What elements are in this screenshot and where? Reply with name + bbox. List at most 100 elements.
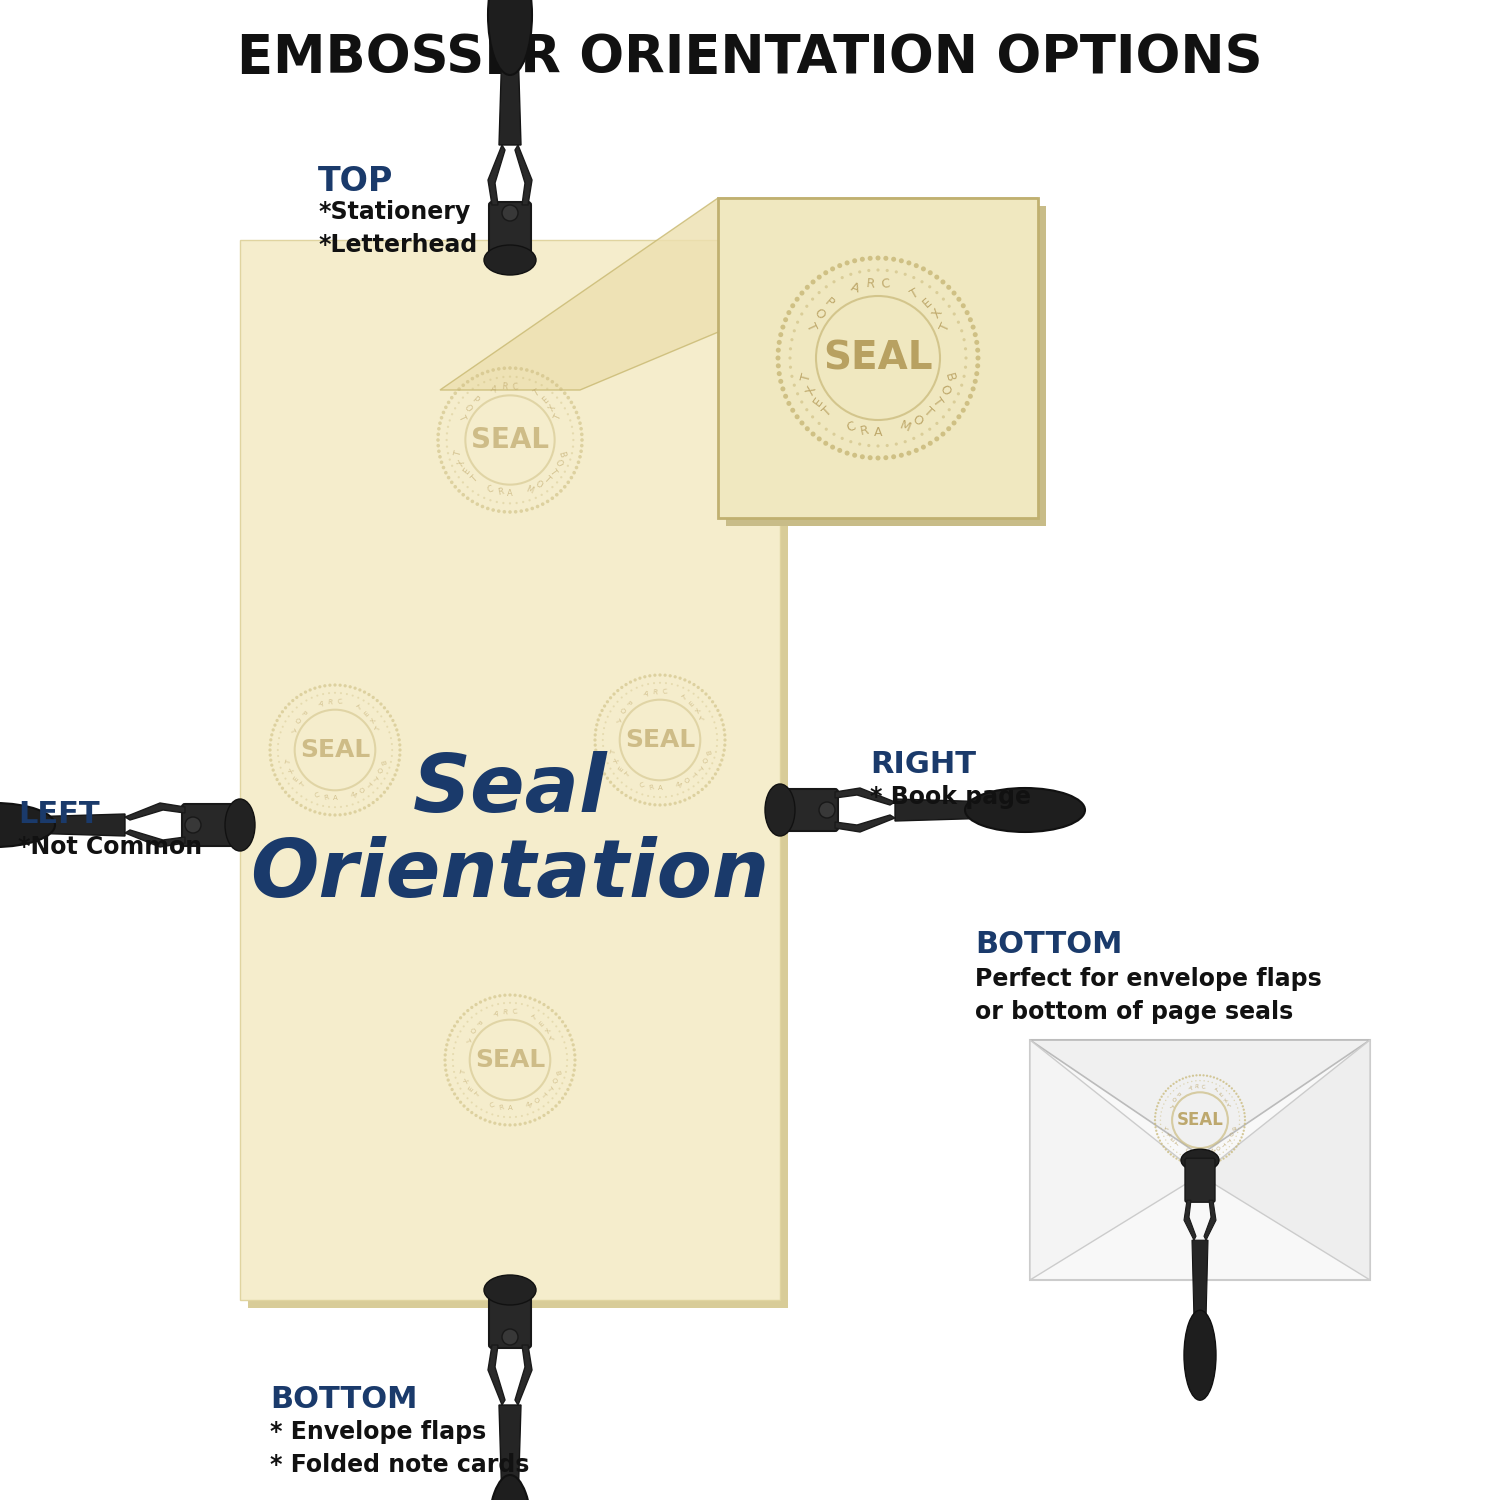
- Circle shape: [688, 796, 692, 800]
- Text: M: M: [524, 1101, 531, 1108]
- Circle shape: [318, 812, 321, 814]
- Circle shape: [1222, 1080, 1224, 1083]
- Circle shape: [550, 496, 554, 500]
- Circle shape: [504, 1124, 507, 1126]
- Circle shape: [560, 387, 562, 392]
- Circle shape: [1228, 1084, 1230, 1088]
- Circle shape: [566, 1065, 568, 1066]
- Circle shape: [447, 1078, 450, 1082]
- Circle shape: [470, 1007, 474, 1010]
- Circle shape: [1173, 1083, 1174, 1084]
- Text: T: T: [460, 1070, 466, 1076]
- Circle shape: [594, 744, 597, 747]
- Text: A: A: [316, 700, 324, 708]
- Circle shape: [824, 441, 828, 446]
- Circle shape: [718, 714, 722, 717]
- Circle shape: [538, 1116, 542, 1119]
- Circle shape: [458, 476, 460, 478]
- Circle shape: [560, 489, 562, 492]
- Circle shape: [693, 794, 696, 796]
- Circle shape: [687, 690, 690, 692]
- Ellipse shape: [0, 802, 56, 847]
- Circle shape: [1238, 1095, 1239, 1098]
- Circle shape: [852, 453, 856, 458]
- Circle shape: [357, 801, 360, 804]
- Ellipse shape: [484, 1275, 536, 1305]
- Circle shape: [1244, 1126, 1245, 1128]
- Circle shape: [795, 297, 800, 302]
- Circle shape: [927, 270, 933, 274]
- Text: LEFT: LEFT: [18, 800, 99, 830]
- Ellipse shape: [488, 1474, 532, 1500]
- Circle shape: [596, 723, 598, 726]
- Circle shape: [486, 507, 489, 510]
- Circle shape: [453, 484, 458, 489]
- Circle shape: [975, 356, 981, 360]
- Circle shape: [1228, 1154, 1230, 1155]
- Circle shape: [514, 510, 517, 513]
- Circle shape: [273, 723, 276, 728]
- Circle shape: [474, 1004, 477, 1007]
- Circle shape: [376, 788, 378, 789]
- Circle shape: [458, 489, 460, 492]
- Circle shape: [306, 798, 308, 801]
- Text: * Folded note cards: * Folded note cards: [270, 1454, 530, 1478]
- Circle shape: [606, 777, 609, 780]
- Circle shape: [844, 450, 849, 456]
- Circle shape: [453, 1092, 456, 1095]
- Text: O: O: [292, 717, 300, 724]
- Circle shape: [452, 413, 453, 416]
- Circle shape: [824, 270, 828, 274]
- Circle shape: [1176, 1158, 1178, 1160]
- Circle shape: [1220, 1160, 1221, 1161]
- Circle shape: [927, 441, 933, 446]
- Circle shape: [776, 356, 780, 360]
- Circle shape: [852, 258, 856, 264]
- Text: T: T: [470, 474, 478, 484]
- Circle shape: [304, 807, 307, 810]
- Circle shape: [279, 766, 282, 768]
- Text: X: X: [614, 758, 621, 765]
- Circle shape: [440, 460, 444, 464]
- Circle shape: [309, 808, 312, 812]
- Circle shape: [300, 693, 303, 696]
- Circle shape: [447, 452, 448, 454]
- Circle shape: [316, 804, 318, 806]
- Circle shape: [392, 742, 393, 746]
- Circle shape: [450, 480, 453, 484]
- Circle shape: [540, 494, 543, 496]
- Circle shape: [1203, 1074, 1204, 1077]
- Circle shape: [453, 1071, 454, 1072]
- Circle shape: [531, 369, 534, 374]
- Circle shape: [800, 312, 804, 315]
- Circle shape: [1160, 1140, 1161, 1142]
- Circle shape: [314, 687, 316, 690]
- Circle shape: [459, 1088, 462, 1089]
- Circle shape: [550, 1010, 554, 1013]
- Circle shape: [398, 753, 402, 756]
- Text: T: T: [453, 450, 464, 458]
- Circle shape: [663, 802, 666, 807]
- Text: C: C: [513, 1010, 517, 1016]
- Circle shape: [466, 1108, 470, 1112]
- Circle shape: [567, 396, 570, 399]
- Circle shape: [604, 756, 606, 759]
- Circle shape: [291, 788, 294, 789]
- Text: C: C: [639, 782, 645, 789]
- Circle shape: [300, 702, 303, 705]
- Circle shape: [340, 806, 342, 808]
- Circle shape: [708, 780, 711, 784]
- Circle shape: [648, 802, 651, 806]
- Circle shape: [456, 1082, 459, 1084]
- Circle shape: [633, 678, 638, 681]
- Circle shape: [480, 1010, 483, 1011]
- Circle shape: [494, 994, 496, 999]
- Text: C: C: [1185, 1148, 1191, 1154]
- Circle shape: [564, 1077, 566, 1078]
- Circle shape: [786, 310, 792, 315]
- Circle shape: [446, 1042, 448, 1047]
- Circle shape: [558, 1088, 561, 1089]
- Text: P: P: [474, 1020, 482, 1028]
- Circle shape: [876, 255, 880, 261]
- Circle shape: [555, 1013, 558, 1016]
